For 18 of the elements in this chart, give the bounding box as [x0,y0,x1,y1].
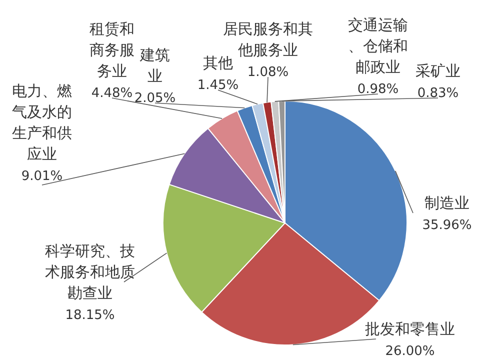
slice-label: 电力、燃气及水的生产和供应业 [12,82,72,163]
slice-label: 建筑业 [139,46,170,85]
data-label: 9.01% [21,169,63,184]
data-label: 2.05% [134,91,176,106]
slice-label: 科学研究、技术服务和地质勘查业 [45,242,135,302]
slice-label: 采矿业 [416,62,460,80]
slice-label: 交通运输、仓储和邮政业 [348,16,408,76]
data-label: 18.15% [65,308,115,323]
data-label: 0.98% [357,82,399,97]
data-label: 4.48% [91,86,133,101]
slice-label: 批发和零售业 [365,320,455,338]
data-label: 1.08% [247,65,289,80]
data-label: 35.96% [422,218,472,233]
slice-label: 制造业 [424,194,470,212]
data-label: 0.83% [417,86,459,101]
data-label: 1.45% [197,78,239,93]
slice-label: 租赁和商务服务业 [90,20,134,80]
data-label: 26.00% [385,344,435,359]
